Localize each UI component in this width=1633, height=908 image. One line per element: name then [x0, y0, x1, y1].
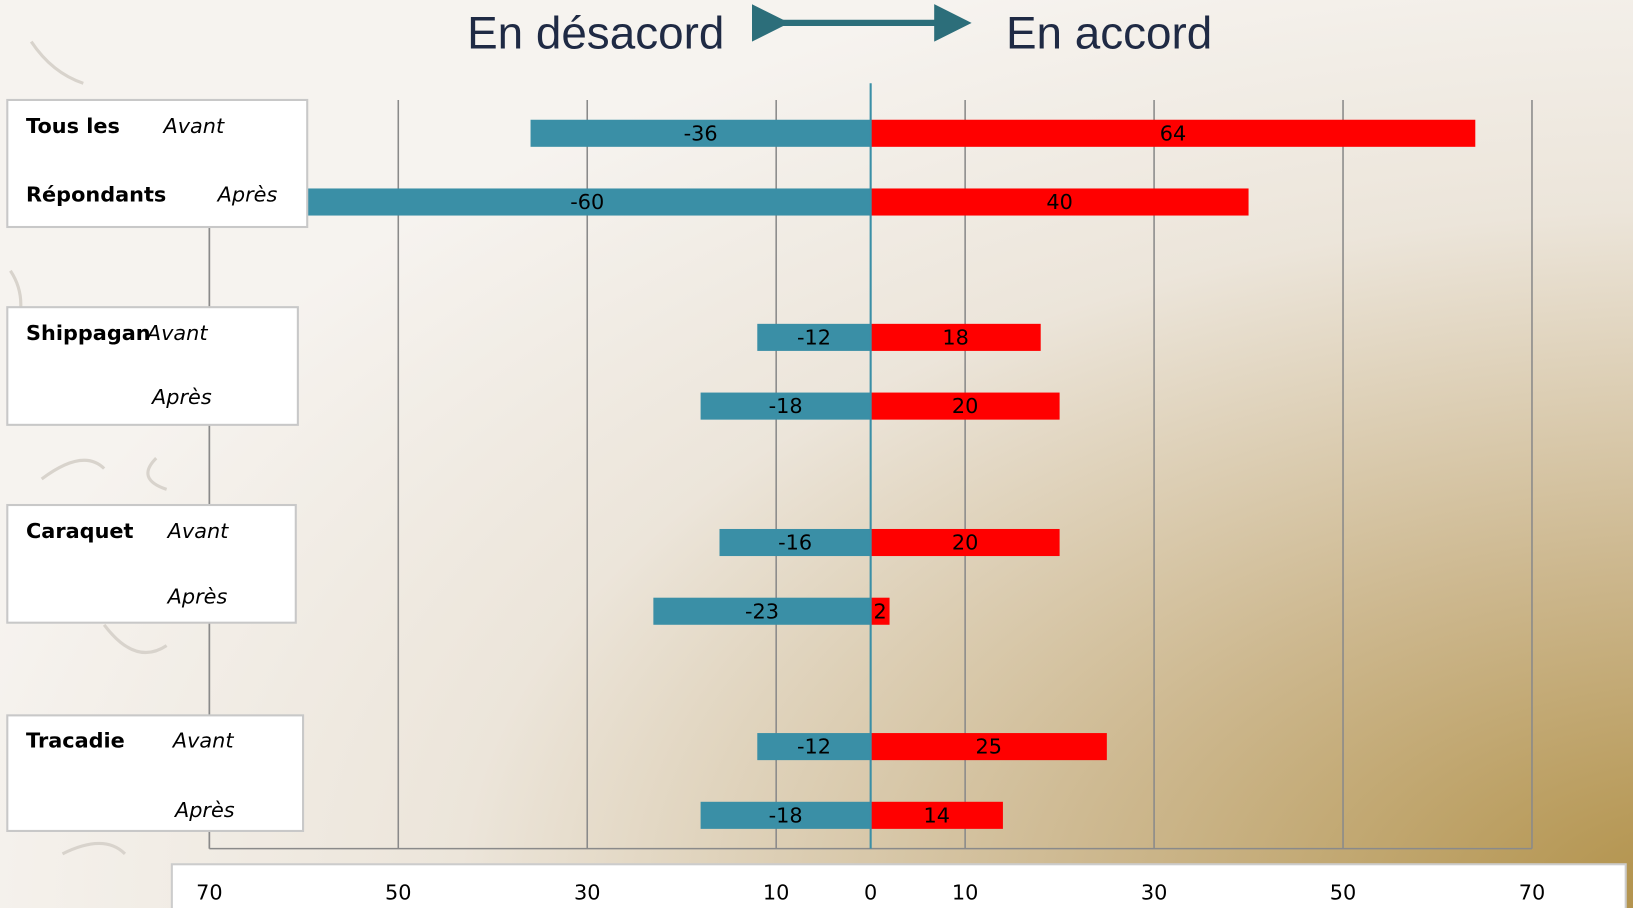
x-tick-label: 50: [385, 880, 411, 904]
data-label: 25: [976, 735, 1002, 759]
data-label: 18: [942, 325, 968, 349]
data-label: -18: [769, 394, 803, 418]
category-label: Après: [166, 585, 228, 609]
data-label: -60: [570, 190, 604, 214]
legend-left: En désacord: [467, 8, 724, 59]
category-label: Avant: [145, 321, 209, 345]
data-label: 20: [952, 394, 978, 418]
group-label: Répondants: [26, 183, 166, 207]
data-label: -23: [745, 599, 779, 623]
data-label: 2: [873, 599, 886, 623]
x-tick-label: 30: [574, 880, 600, 904]
data-label: -18: [769, 803, 803, 827]
data-label: 14: [924, 803, 950, 827]
data-label: 64: [1160, 121, 1186, 145]
x-tick-label: 70: [196, 880, 222, 904]
data-label: 20: [952, 531, 978, 555]
group-label: Caraquet: [26, 519, 133, 543]
category-label: Après: [216, 183, 278, 207]
slide: En désacord En accord -36 -60 -12 -18 -16 -23…: [0, 0, 1633, 908]
category-label: Après: [173, 798, 235, 822]
data-label: -12: [797, 735, 831, 759]
legend-right: En accord: [1006, 8, 1212, 59]
x-tick-label: 0: [864, 880, 877, 904]
group-label: Shippagan: [26, 321, 151, 345]
group-label: Tracadie: [26, 728, 125, 752]
category-label: Avant: [171, 728, 235, 752]
category-label: Avant: [166, 519, 230, 543]
data-label: 40: [1046, 190, 1072, 214]
x-tick-label: 50: [1330, 880, 1356, 904]
data-label: -12: [797, 325, 831, 349]
category-label: Après: [150, 385, 212, 409]
group-label: Tous les: [26, 114, 120, 138]
category-label: Avant: [162, 114, 226, 138]
data-label: -36: [684, 121, 718, 145]
data-label: -16: [778, 531, 812, 555]
page: En désacord En accord -36 -60 -12 -18 -16 -23…: [0, 0, 1633, 908]
x-tick-label: 10: [952, 880, 978, 904]
x-tick-label: 30: [1141, 880, 1167, 904]
x-tick-label: 70: [1519, 880, 1545, 904]
x-tick-label: 10: [763, 880, 789, 904]
